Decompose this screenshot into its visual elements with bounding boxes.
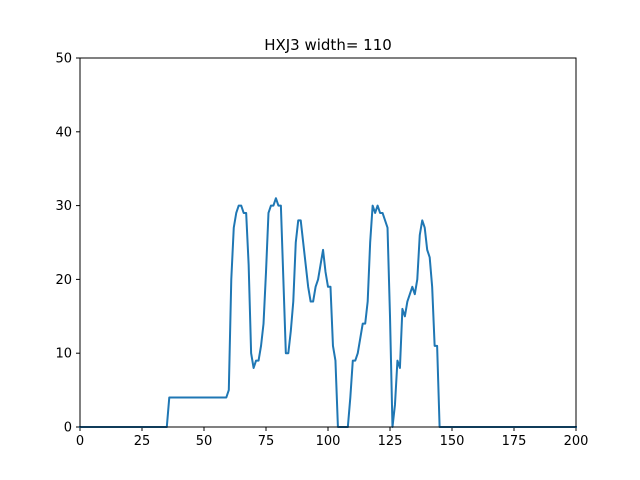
y-tick-label: 50 — [55, 52, 72, 67]
y-axis-ticks: 0 10 20 30 40 50 — [55, 52, 80, 436]
y-tick-label: 20 — [55, 273, 72, 288]
plot-frame — [79, 57, 577, 428]
y-tick-label: 10 — [55, 347, 72, 362]
x-tick-label: 175 — [502, 434, 527, 449]
y-tick-label: 40 — [55, 125, 72, 140]
x-tick-label: 100 — [316, 434, 341, 449]
y-tick-label: 0 — [64, 421, 72, 436]
x-tick-label: 200 — [564, 434, 589, 449]
y-tick-label: 30 — [55, 199, 72, 214]
x-tick-label: 75 — [258, 434, 275, 449]
x-tick-label: 0 — [76, 434, 84, 449]
x-tick-label: 125 — [378, 434, 403, 449]
series-line — [79, 197, 577, 428]
x-axis-ticks: 0 25 50 75 100 125 150 175 200 — [76, 427, 589, 449]
x-tick-label: 25 — [134, 434, 151, 449]
chart-title: HXJ3 width= 110 — [264, 36, 392, 54]
x-tick-label: 50 — [196, 434, 213, 449]
x-tick-label: 150 — [440, 434, 465, 449]
